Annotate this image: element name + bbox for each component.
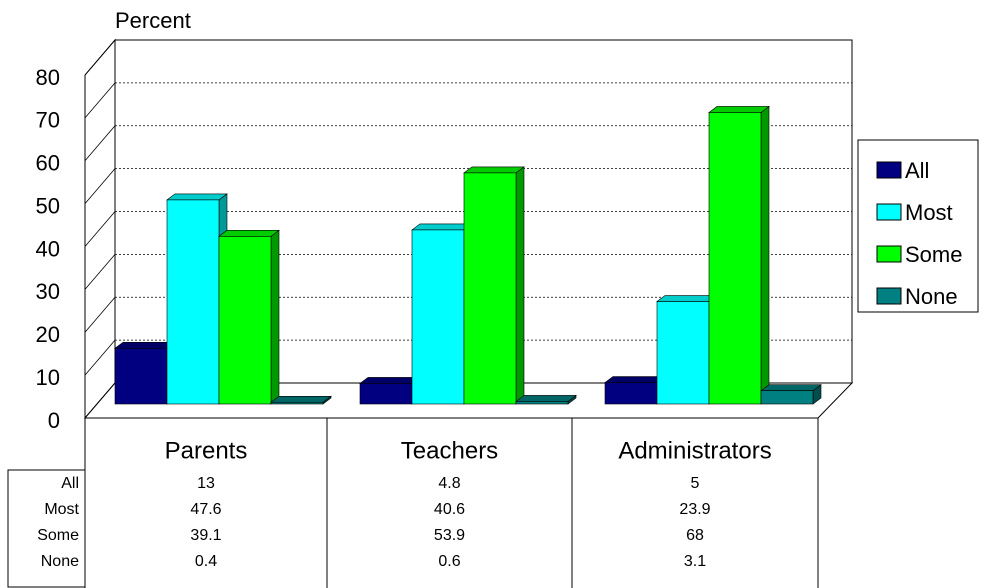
table-cell: 13 xyxy=(197,475,215,492)
bar-top xyxy=(463,166,525,174)
x-tick-label: Teachers xyxy=(401,437,498,464)
x-tick-label: Parents xyxy=(165,437,248,464)
grid-line-side xyxy=(84,125,116,162)
bar xyxy=(114,347,168,405)
legend-label: Most xyxy=(905,200,953,225)
bar-side xyxy=(270,229,280,405)
table-cell: 40.6 xyxy=(434,501,465,518)
grid-line-side xyxy=(84,39,116,76)
bar-top xyxy=(218,230,280,237)
bar xyxy=(708,112,762,405)
y-tick-label: 10 xyxy=(36,365,60,390)
table-cell: 68 xyxy=(686,527,704,544)
legend-swatch xyxy=(876,161,902,179)
y-tick-label: 70 xyxy=(36,108,60,133)
bar xyxy=(359,383,413,405)
bar-top xyxy=(114,341,176,349)
table-cell: 5 xyxy=(691,475,700,492)
bar-side xyxy=(515,166,525,405)
grid-line-side xyxy=(84,296,116,333)
bar xyxy=(218,236,272,405)
table-cell: 0.6 xyxy=(438,553,460,570)
table-row-label: None xyxy=(41,553,79,570)
table-cell: 0.4 xyxy=(195,553,217,570)
bar-top xyxy=(604,376,666,383)
bar-top xyxy=(760,384,822,392)
table-cell: 23.9 xyxy=(679,501,710,518)
bar-top xyxy=(166,193,228,201)
bar xyxy=(463,172,517,405)
y-tick-label: 40 xyxy=(36,236,60,261)
grid-line-side xyxy=(84,211,116,247)
grid-line-side xyxy=(84,339,116,376)
x-tick-label: Administrators xyxy=(618,437,771,464)
bar xyxy=(604,382,658,405)
table-cell: 39.1 xyxy=(190,527,221,544)
y-tick-label: 50 xyxy=(36,193,60,218)
bar xyxy=(656,301,710,405)
bar xyxy=(270,401,324,405)
bar xyxy=(515,401,569,405)
table-row-label: Most xyxy=(44,501,79,518)
bar-top xyxy=(515,395,577,402)
legend-swatch xyxy=(876,287,902,305)
table-cell: 53.9 xyxy=(434,527,465,544)
bar-top xyxy=(708,106,770,113)
y-tick-label: 0 xyxy=(48,408,60,433)
y-tick-label: 30 xyxy=(36,279,60,304)
table-cell: 3.1 xyxy=(684,553,706,570)
bar-top xyxy=(359,377,421,384)
grid-line-side xyxy=(84,168,116,204)
y-axis-title: Percent xyxy=(115,8,191,33)
table-row-label: Some xyxy=(37,527,79,544)
legend-swatch xyxy=(876,245,902,263)
bar-side xyxy=(760,105,770,405)
y-tick-label: 20 xyxy=(36,322,60,347)
bar-top xyxy=(270,395,332,403)
legend-label: None xyxy=(905,284,958,309)
legend-label: Some xyxy=(905,242,962,267)
y-tick-label: 60 xyxy=(36,151,60,176)
grid-line-side xyxy=(84,254,116,290)
y-tick-label: 80 xyxy=(36,65,60,90)
bar xyxy=(411,229,465,405)
bar-top xyxy=(656,295,718,302)
bar-top xyxy=(411,223,473,231)
bar xyxy=(166,199,220,405)
table-cell: 47.6 xyxy=(190,501,221,518)
table-row-label: All xyxy=(61,475,79,492)
bar xyxy=(760,390,814,405)
legend-swatch xyxy=(876,203,902,221)
legend-label: All xyxy=(905,158,929,183)
grid-line-side xyxy=(84,82,116,119)
table-cell: 4.8 xyxy=(438,475,460,492)
